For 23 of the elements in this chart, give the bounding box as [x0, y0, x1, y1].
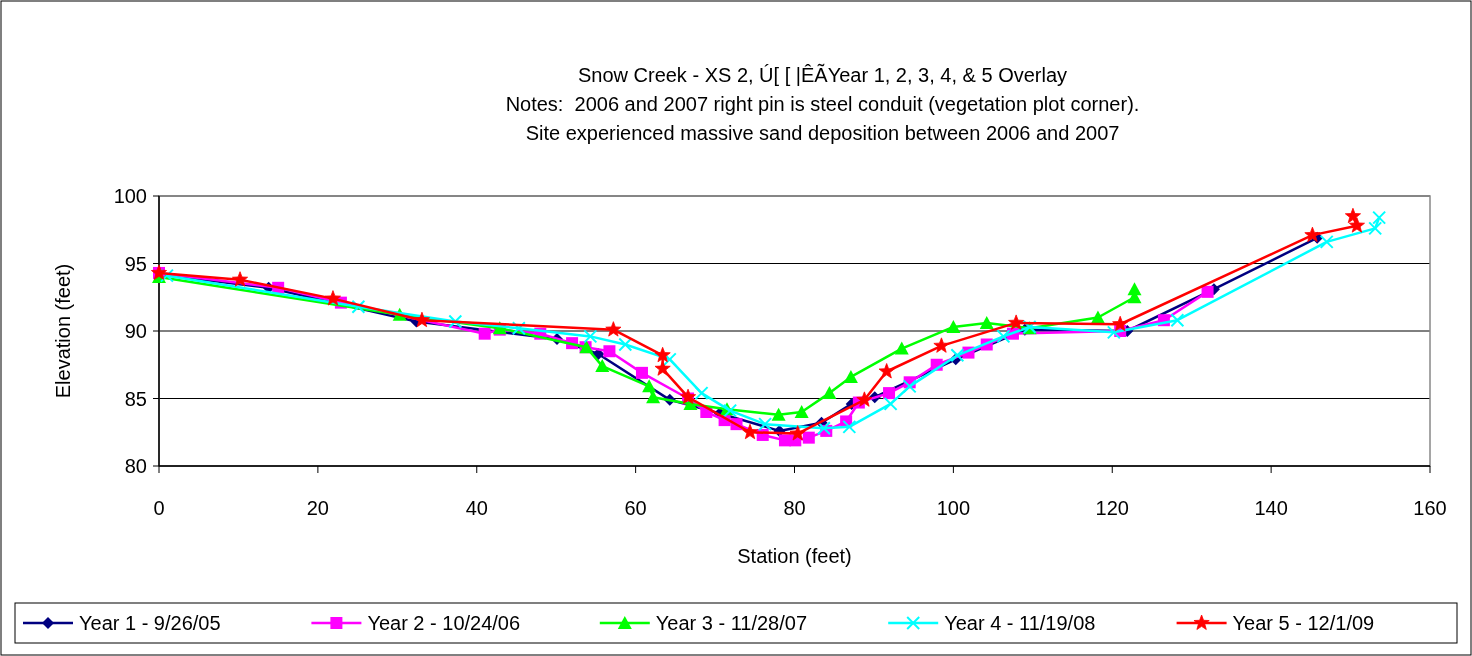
legend-label: Year 5 - 12/1/09	[1232, 612, 1375, 634]
y-tick-label: 95	[124, 252, 147, 275]
legend-label: Year 2 - 10/24/06	[367, 612, 521, 634]
x-axis-title: Station (feet)	[737, 545, 852, 567]
x-tick-label: 140	[1254, 497, 1288, 519]
x-tick-label: 160	[1413, 497, 1447, 519]
y-tick-label: 80	[124, 455, 147, 477]
x-tick-label: 120	[1095, 497, 1129, 519]
chart-subtitle: Notes: 2006 and 2007 right pin is steel conduit (vegetation plot corner). Site experienced massive sand deposition between 2006 and 2007	[505, 93, 1140, 144]
x-tick-label: 40	[465, 497, 488, 519]
x-tick-label: 100	[936, 497, 971, 519]
y-tick-label: 85	[124, 387, 147, 410]
legend-label: Year 3 - 11/28/07	[655, 612, 808, 634]
x-tick-label: 80	[783, 497, 806, 519]
legend-label: Year 4 - 11/19/08	[944, 612, 1096, 634]
y-tick-label: 90	[124, 320, 147, 342]
x-tick-label: 20	[306, 497, 329, 519]
y-tick-label: 100	[113, 185, 147, 207]
y-axis-title: Elevation (feet)	[52, 263, 74, 399]
chart-title: Snow Creek - XS 2, Ú[ [ |ÊÃYear 1, 2, 3, 4, & 5 Overlay	[577, 63, 1068, 86]
legend-label: Year 1 - 9/26/05	[79, 612, 221, 634]
x-tick-label: 0	[153, 497, 165, 519]
x-tick-label: 60	[624, 497, 647, 519]
